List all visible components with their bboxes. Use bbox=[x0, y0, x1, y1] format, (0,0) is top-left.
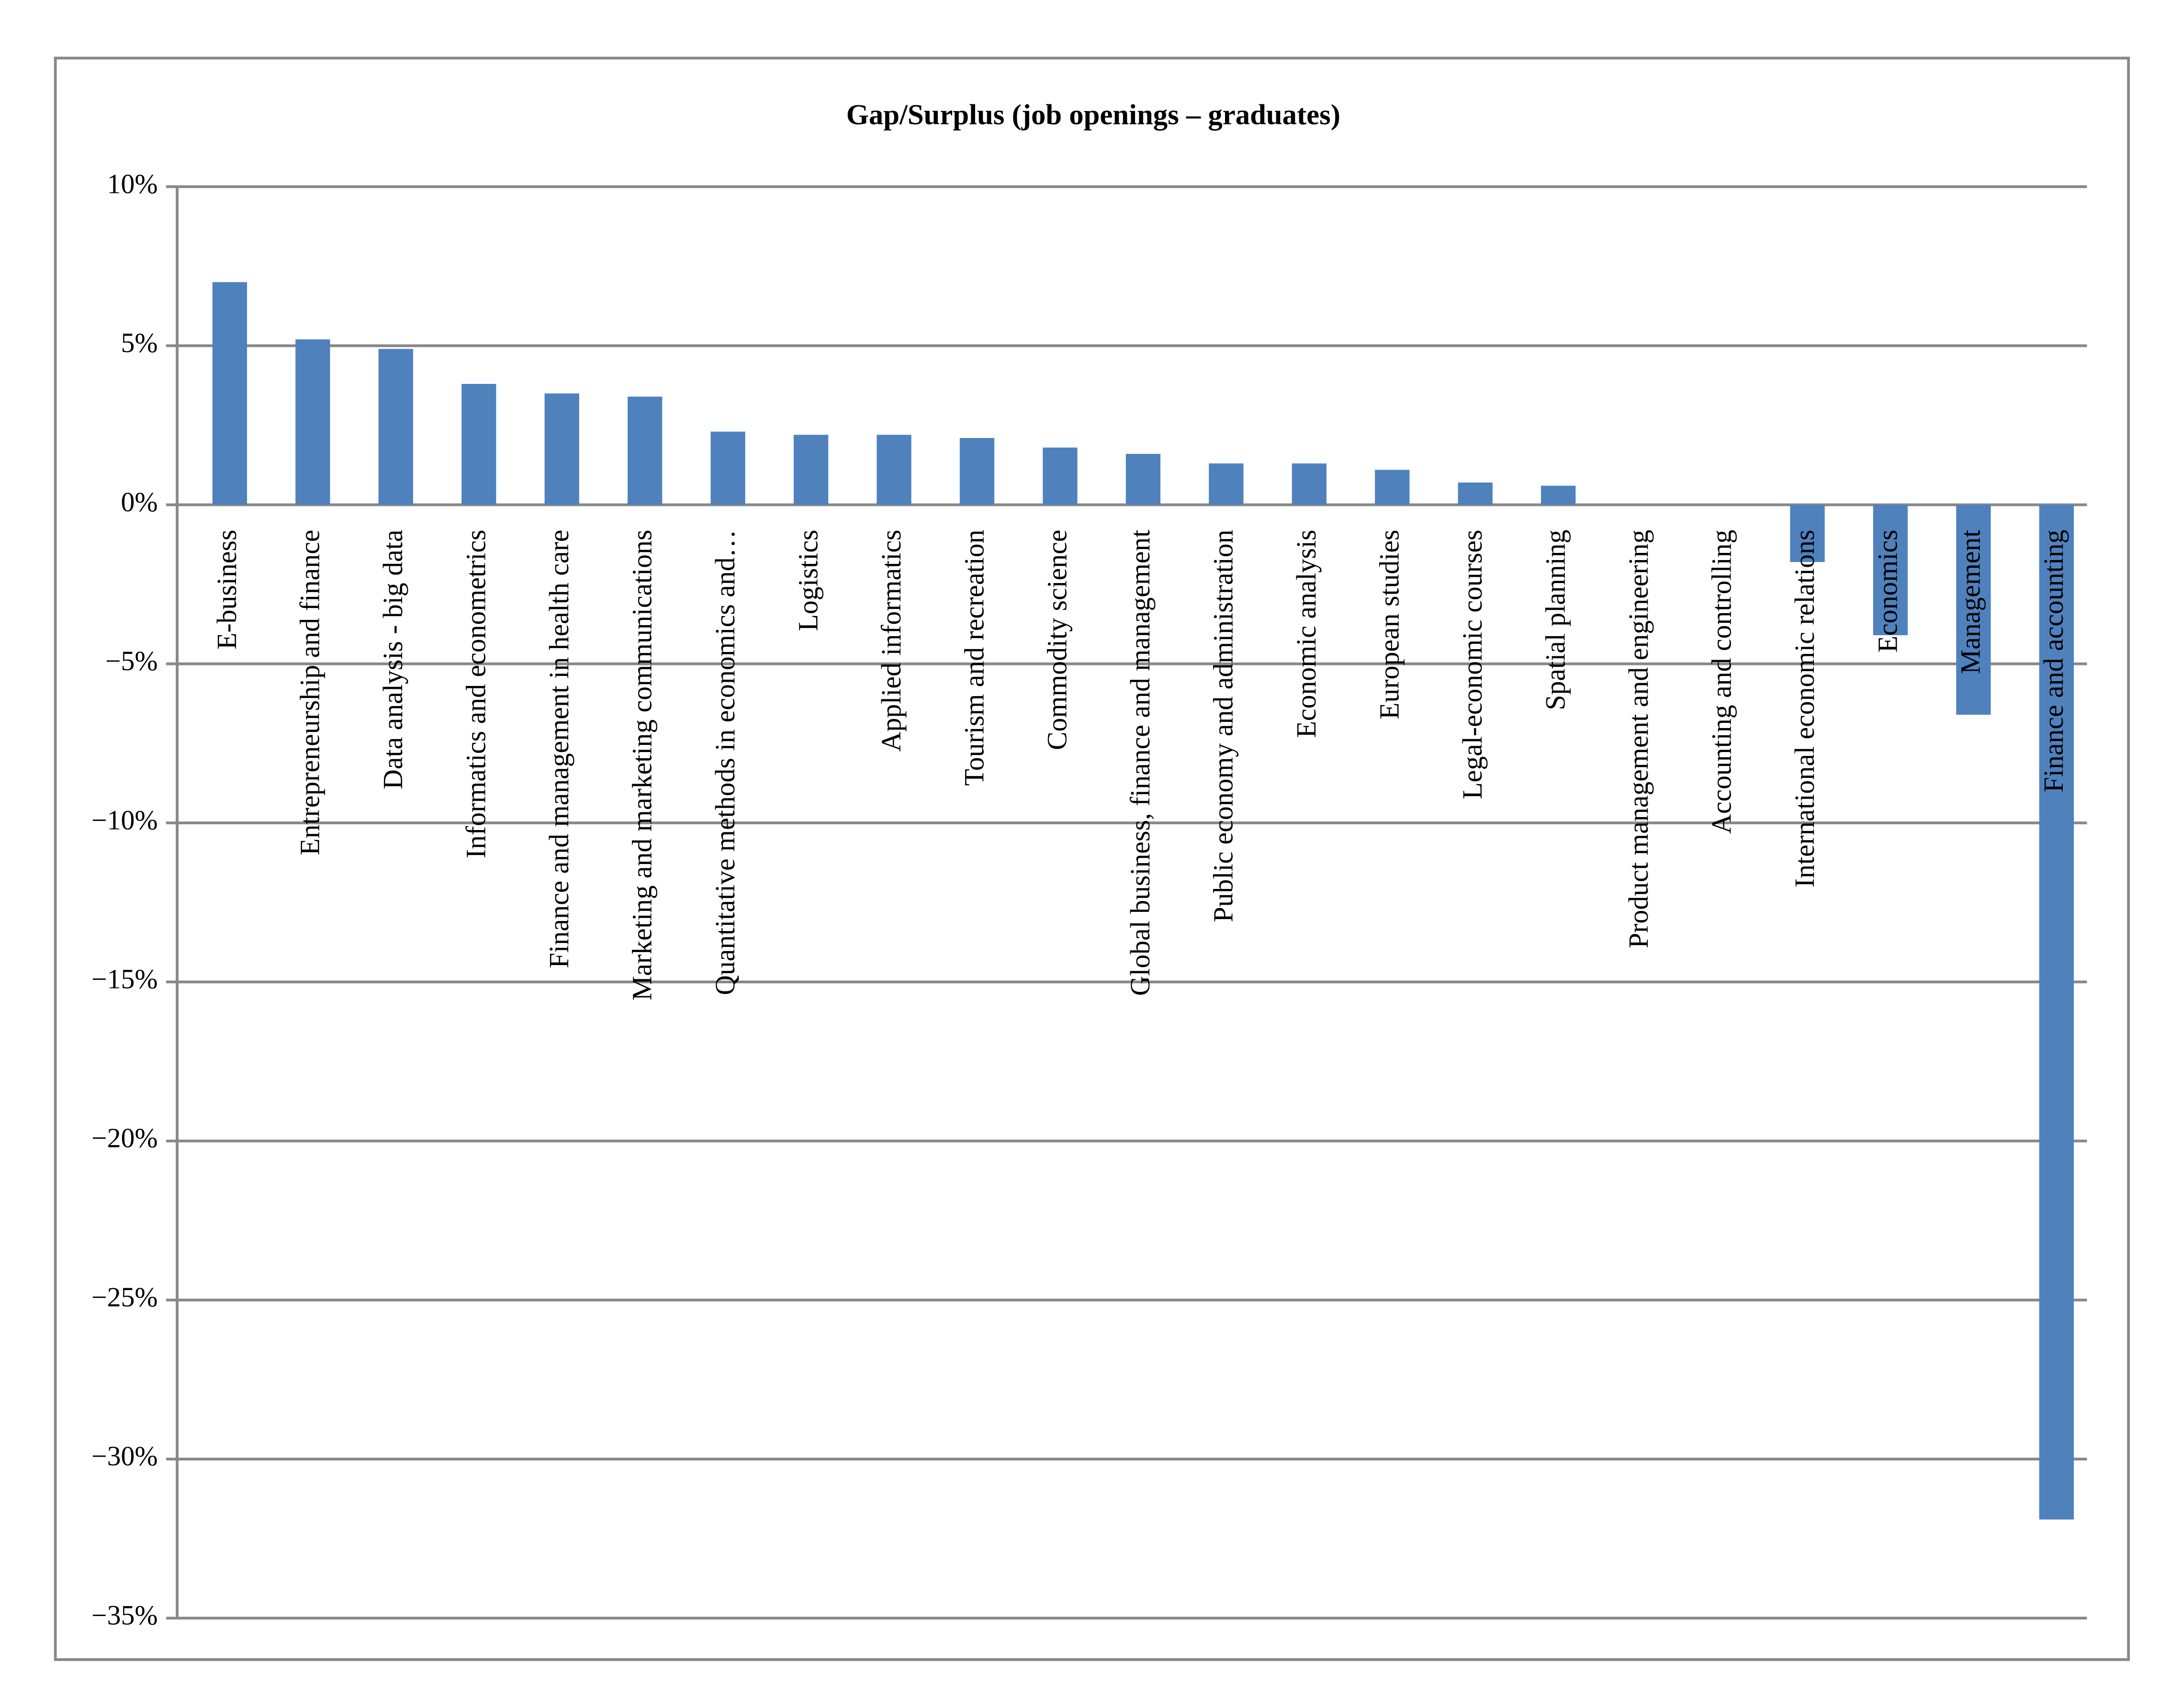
x-tick-label: European studies bbox=[1374, 530, 1405, 719]
chart-border bbox=[54, 56, 2130, 1661]
bar bbox=[1125, 454, 1161, 505]
x-tick-label: Economic analysis bbox=[1291, 530, 1322, 738]
y-tick-label: −15% bbox=[91, 964, 158, 995]
bar bbox=[378, 348, 413, 505]
x-tick-label: Spatial planning bbox=[1540, 530, 1571, 710]
x-tick-label: Management bbox=[1955, 530, 1986, 674]
y-tick-label: −20% bbox=[91, 1123, 158, 1154]
x-tick-label: Entrepreneurship and finance bbox=[294, 530, 326, 855]
bar bbox=[1292, 463, 1327, 505]
y-tick-label: −5% bbox=[105, 645, 158, 676]
y-tick-label: −35% bbox=[91, 1599, 158, 1630]
bar bbox=[544, 393, 579, 505]
x-tick-label: Tourism and recreation bbox=[958, 529, 989, 786]
bar bbox=[1956, 505, 1991, 715]
y-tick-label: 0% bbox=[121, 486, 157, 517]
x-tick-label: Global business, finance and management bbox=[1124, 530, 1156, 996]
bar bbox=[877, 435, 911, 505]
bar bbox=[461, 384, 496, 505]
y-tick-label: −25% bbox=[91, 1281, 158, 1313]
bar bbox=[1790, 505, 1825, 562]
x-tick-label: International economic relations bbox=[1789, 530, 1820, 888]
bar bbox=[295, 339, 330, 505]
bar bbox=[1541, 485, 1576, 505]
x-tick-label: Applied informatics bbox=[876, 530, 907, 752]
x-tick-label: Finance and management in health care bbox=[543, 530, 574, 968]
x-tick-label: E-business bbox=[211, 530, 242, 650]
bar bbox=[212, 282, 247, 505]
chart-title: Gap/Surplus (job openings – graduates) bbox=[846, 99, 1340, 131]
bar bbox=[628, 396, 663, 505]
x-tick-label: Product management and engineering bbox=[1623, 530, 1654, 948]
bar bbox=[959, 438, 995, 505]
x-tick-label: Informatics and econometrics bbox=[461, 530, 492, 859]
bar bbox=[1375, 470, 1410, 505]
bar bbox=[1209, 463, 1244, 505]
y-tick-label: 5% bbox=[121, 327, 157, 359]
x-tick-label: Commodity science bbox=[1042, 530, 1073, 751]
x-tick-label: Accounting and controlling bbox=[1706, 530, 1737, 834]
y-tick-label: −30% bbox=[91, 1440, 158, 1472]
bar bbox=[1458, 482, 1493, 505]
bar bbox=[1873, 505, 1908, 635]
x-tick-label: Public economy and administration bbox=[1208, 529, 1239, 922]
x-tick-label: Quantitative methods in economics and… bbox=[709, 530, 741, 995]
x-tick-label: Marketing and marketing communications bbox=[626, 530, 657, 1001]
bar bbox=[793, 435, 829, 505]
bar bbox=[710, 431, 745, 505]
bar bbox=[1043, 447, 1078, 505]
x-tick-label: Logistics bbox=[792, 530, 823, 631]
bar bbox=[2039, 505, 2074, 1520]
y-tick-label: 10% bbox=[107, 168, 158, 199]
x-tick-label: Economics bbox=[1872, 530, 1903, 653]
y-tick-label: −10% bbox=[91, 804, 158, 835]
x-tick-label: Legal-economic courses bbox=[1457, 530, 1488, 799]
x-tick-label: Data analysis - big data bbox=[377, 530, 408, 789]
x-tick-label: Finance and accounting bbox=[2038, 530, 2069, 793]
